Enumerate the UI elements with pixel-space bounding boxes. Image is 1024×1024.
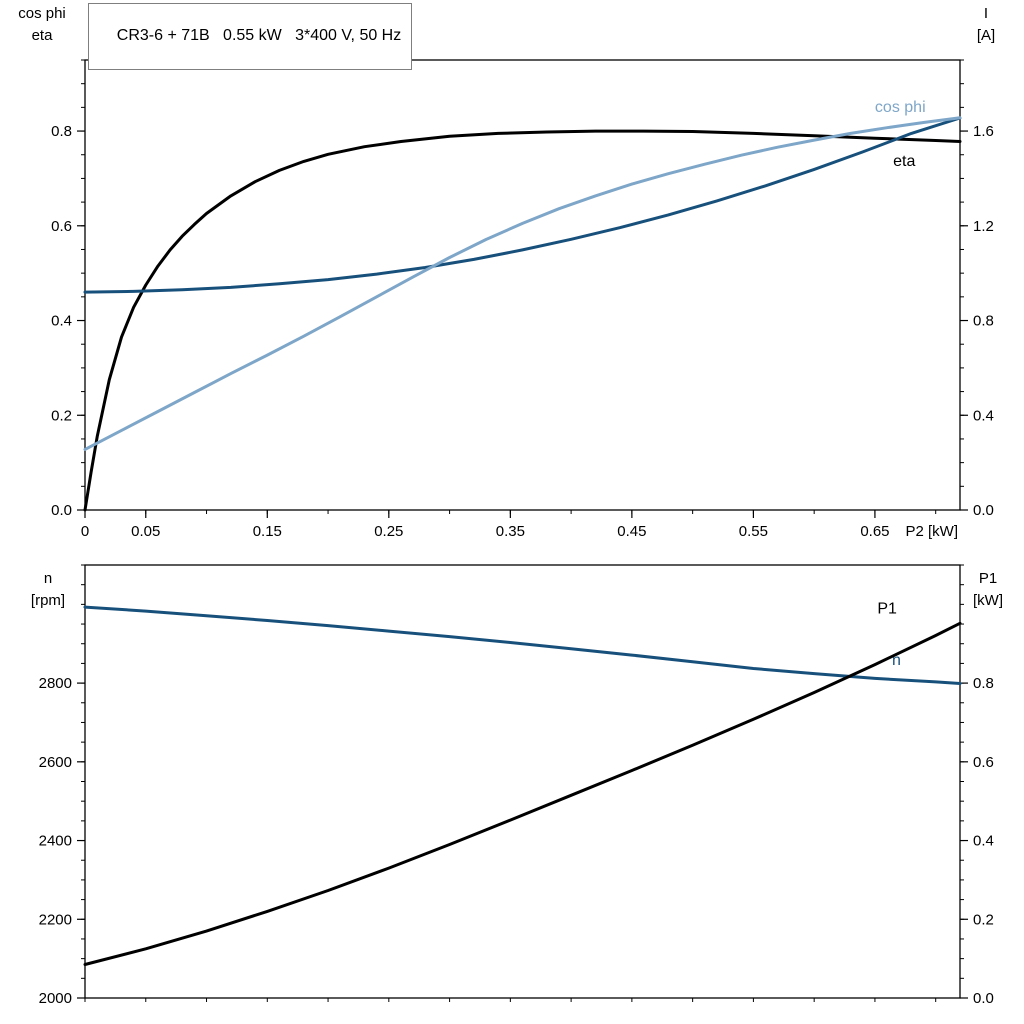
- y-left-tick-label: 0.8: [51, 123, 72, 140]
- curve-I: [83, 116, 962, 294]
- curve-label-eta: eta: [893, 153, 915, 170]
- y-left-tick-label: 2400: [39, 833, 72, 850]
- y-right-tick-label: 0.2: [973, 911, 994, 928]
- x-tick-label: 0.05: [131, 523, 160, 540]
- y-right-tick-label: 0.6: [973, 754, 994, 771]
- y-right-tick-label: 0.0: [973, 502, 994, 519]
- y-right-axis-header: [kW]: [973, 592, 1003, 609]
- y-right-tick-label: 0.8: [973, 313, 994, 330]
- chart-title: CR3-6 + 71B 0.55 kW 3*400 V, 50 Hz: [116, 27, 402, 45]
- curve-P1: [83, 621, 962, 966]
- y-right-tick-label: 0.4: [973, 407, 994, 424]
- chart-title-box: CR3-6 + 71B 0.55 kW 3*400 V, 50 Hz: [88, 3, 413, 70]
- y-left-axis-header: cos phi: [18, 5, 66, 22]
- curve-label-cos-phi: cos phi: [875, 99, 926, 116]
- x-tick-label: 0.15: [253, 523, 282, 540]
- x-tick-label: 0.35: [496, 523, 525, 540]
- y-left-tick-label: 0.4: [51, 313, 72, 330]
- x-tick-label: 0.45: [617, 523, 646, 540]
- y-right-axis-header: [A]: [977, 27, 995, 44]
- plot-frame: [84, 564, 961, 999]
- y-left-tick-label: 2000: [39, 990, 72, 1007]
- x-axis-label: P2 [kW]: [905, 523, 958, 540]
- x-tick-label: 0.55: [739, 523, 768, 540]
- y-right-tick-label: 0.0: [973, 990, 994, 1007]
- y-left-axis-header: eta: [32, 27, 54, 44]
- y-left-tick-label: 2200: [39, 911, 72, 928]
- y-left-tick-label: 0.2: [51, 407, 72, 424]
- y-left-tick-label: 2600: [39, 754, 72, 771]
- y-right-axis-header: P1: [979, 570, 997, 587]
- curve-eta: [83, 129, 962, 512]
- curve-n: [83, 605, 962, 685]
- curve-cos-phi: [83, 116, 962, 451]
- y-left-tick-label: 0.6: [51, 218, 72, 235]
- curve-label-n: n: [892, 652, 901, 669]
- y-right-tick-label: 0.4: [973, 833, 994, 850]
- y-left-axis-header: n: [44, 570, 52, 587]
- y-right-axis-header: I: [984, 5, 988, 22]
- x-tick-label: 0.65: [860, 523, 889, 540]
- y-left-tick-label: 2800: [39, 675, 72, 692]
- plot-frame: [84, 59, 961, 511]
- y-right-tick-label: 0.8: [973, 675, 994, 692]
- x-tick-label: 0: [81, 523, 89, 540]
- x-tick-label: 0.25: [374, 523, 403, 540]
- y-left-axis-header: [rpm]: [31, 592, 65, 609]
- y-left-tick-label: 0.0: [51, 502, 72, 519]
- y-right-tick-label: 1.2: [973, 218, 994, 235]
- curve-label-P1: P1: [877, 600, 897, 617]
- y-right-tick-label: 1.6: [973, 123, 994, 140]
